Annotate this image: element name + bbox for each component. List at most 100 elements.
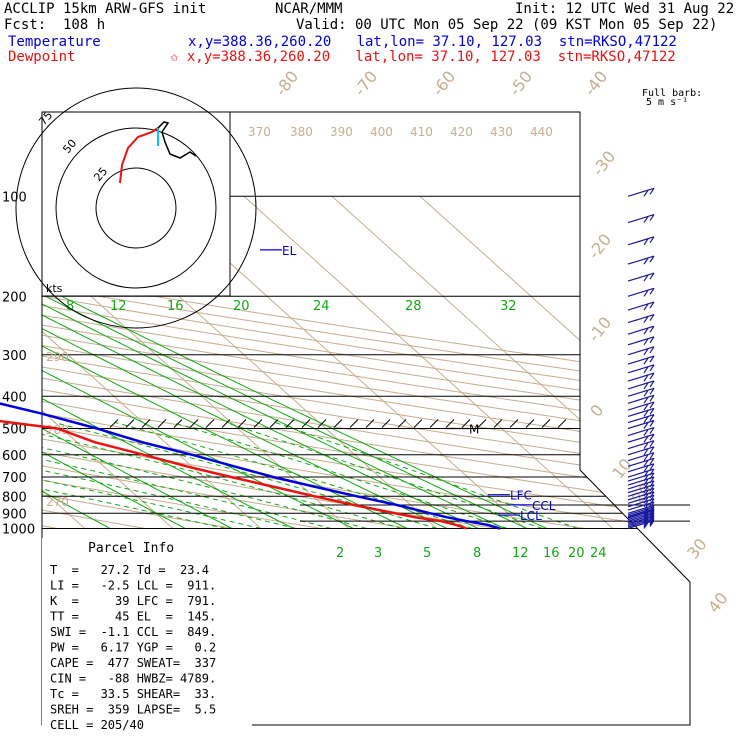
mixing-ratio-label: 24: [590, 546, 607, 561]
wind-barb: [627, 287, 655, 297]
dry-adiabat-line: [42, 195, 690, 529]
moist-adiabat-line: [42, 422, 367, 529]
dry-adiabat-line: [42, 195, 690, 529]
tropopause-tick: [317, 419, 327, 428]
wind-barb: [627, 380, 655, 390]
isotherm-label: -10: [584, 313, 615, 345]
wind-barb: [627, 468, 655, 478]
theta-label: 270: [46, 495, 69, 509]
level-label-lcl: LCL: [520, 509, 542, 523]
tropopause-tick: [253, 419, 263, 428]
level-label-m: M: [469, 422, 479, 436]
wind-barb: [627, 494, 655, 504]
wind-barb: [627, 506, 655, 516]
moist-adiabat-line: [115, 422, 473, 529]
isotherm-label: 10: [608, 455, 636, 483]
tropopause-tick: [301, 419, 311, 428]
tropopause-tick: [541, 419, 551, 428]
pressure-tick-label: 700: [2, 471, 27, 486]
init-time: Init: 12 UTC Wed 31 Aug 22: [515, 1, 735, 17]
dry-adiabat-line: [42, 195, 322, 529]
isotherm-label: -50: [505, 67, 536, 99]
theta-label: 400: [370, 125, 393, 139]
tropopause-tick: [557, 419, 567, 428]
barb-note-line2: 5 m s⁻¹: [646, 97, 689, 108]
wind-barb: [627, 364, 655, 374]
wind-barb: [627, 510, 655, 521]
tropopause-tick: [173, 419, 183, 428]
isotherm-label: 30: [683, 535, 711, 563]
tropopause-tick: [285, 419, 295, 428]
dry-adiabat-line: [42, 195, 690, 529]
hodograph-low-trace: [119, 127, 159, 184]
pressure-tick-label: 800: [2, 490, 27, 505]
forecast-hour: Fcst: 108 h: [4, 17, 106, 33]
dry-adiabat-line: [42, 195, 690, 529]
wind-barb: [627, 512, 655, 522]
wind-barb: [627, 336, 655, 346]
temperature-location-info: x,y=388.36,260.20 lat,lon= 37.10, 127.03…: [188, 34, 677, 50]
mixing-ratio-label: 16: [167, 299, 184, 314]
parcel-info-row: PW = 6.17 YGP = 0.2: [50, 641, 216, 655]
parcel-info-row: Tc = 33.5 SHEAR= 33.: [50, 687, 216, 701]
dry-adiabat-line: [42, 195, 690, 529]
mixing-ratio-line: [42, 280, 505, 529]
pressure-tick-label: 900: [2, 507, 27, 522]
parcel-info-row: CELL = 205/40: [50, 718, 144, 732]
moist-adiabat-line: [42, 422, 402, 529]
pressure-tick-label: 600: [2, 449, 27, 464]
theta-label: 370: [248, 125, 271, 139]
mixing-ratio-label: 32: [500, 299, 517, 314]
tropopause-tick: [205, 419, 215, 428]
wind-barb: [627, 480, 655, 490]
tropopause-tick: [109, 419, 119, 428]
level-label-el: EL: [282, 244, 297, 258]
wind-barb: [627, 507, 655, 518]
wind-barb: [627, 514, 655, 524]
level-label-ccl: CCL: [532, 499, 556, 513]
pressure-tick-label: 500: [2, 422, 27, 437]
wind-barb: [627, 236, 655, 246]
pressure-tick-label: 400: [2, 390, 27, 405]
wind-barb: [627, 419, 655, 430]
dry-adiabat-line: [42, 195, 690, 529]
mixing-ratio-label: 8: [473, 546, 481, 561]
wind-barb: [627, 387, 655, 397]
wind-barb: [627, 346, 655, 356]
wind-barb: [627, 476, 655, 486]
wind-barb: [627, 433, 655, 443]
tropopause-tick: [397, 419, 407, 428]
pressure-tick-label: 200: [2, 290, 27, 305]
wind-barb: [627, 394, 655, 404]
wind-barb: [627, 515, 655, 525]
level-label-lfc: LFC: [510, 489, 532, 503]
wind-barb: [627, 440, 655, 450]
wind-barb: [627, 272, 655, 282]
parcel-info-row: TT = 45 EL = 145.: [50, 610, 216, 624]
isotherm-label: -20: [584, 230, 615, 262]
moist-adiabat-line: [42, 422, 297, 529]
wind-barb: [627, 255, 655, 265]
hodograph-ring: [55, 127, 217, 289]
pressure-tick-label: 100: [2, 190, 27, 205]
hodograph-frame: [41, 111, 231, 297]
tropopause-tick: [157, 419, 167, 428]
temperature-profile: [0, 402, 501, 530]
theta-label: 380: [290, 125, 313, 139]
parcel-info-row: CIN = -88 HWBZ= 4789.: [50, 672, 216, 686]
tropopause-tick: [333, 419, 343, 428]
mixing-ratio-label: 3: [374, 546, 382, 561]
isotherm-label: -60: [428, 67, 459, 99]
mixing-ratio-label: 16: [543, 546, 560, 561]
hodograph-upper-trace: [157, 121, 197, 159]
mixing-ratio-line: [42, 280, 186, 529]
dewpoint-location-info: ✩ x,y=388.36,260.20 lat,lon= 37.10, 127.…: [170, 49, 676, 65]
parcel-info-panel: Parcel Info T = 27.2 Td = 23.4 LI = -2.5 L…: [42, 538, 252, 732]
parcel-info-row: CAPE = 477 SWEAT= 337: [50, 656, 216, 670]
dry-adiabat-line: [42, 195, 690, 529]
mixing-ratio-label: 24: [313, 299, 330, 314]
dewpoint-legend: Dewpoint: [8, 49, 76, 65]
parcel-info-bg: [42, 538, 252, 728]
tropopause-tick: [493, 419, 503, 428]
